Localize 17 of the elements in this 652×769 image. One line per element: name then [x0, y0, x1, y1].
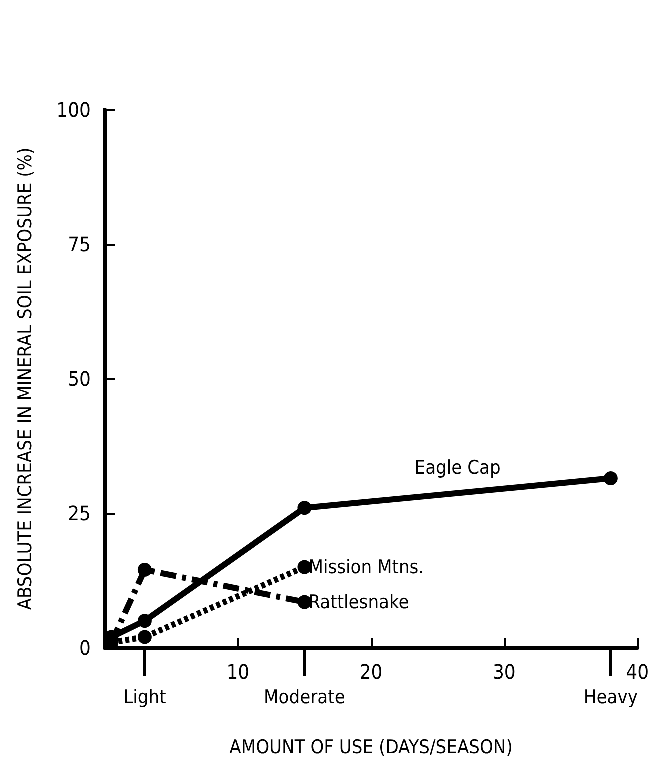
series-label: Rattlesnake — [308, 591, 410, 614]
x-tick-label: 10 — [226, 660, 250, 684]
x-tick-label: 40 — [626, 660, 649, 684]
y-axis-title: ABSOLUTE INCREASE IN MINERAL SOIL EXPOSURE (%) — [14, 148, 36, 610]
series-label: Eagle Cap — [414, 456, 501, 479]
x-tick-label: 20 — [360, 660, 383, 684]
annotation: Heavy — [584, 686, 638, 708]
y-tick-label: 50 — [68, 367, 91, 391]
y-tick-label: 25 — [68, 502, 91, 526]
y-tick-label: 0 — [80, 636, 91, 660]
x-axis-title: AMOUNT OF USE (DAYS/SEASON) — [230, 736, 513, 758]
series-label: Mission Mtns. — [308, 556, 424, 578]
x-tick-label: 30 — [492, 660, 516, 684]
annotation: Light — [124, 686, 167, 708]
y-tick-label: 75 — [68, 232, 91, 256]
annotation: Moderate — [264, 686, 346, 708]
y-tick-label: 100 — [56, 98, 91, 122]
